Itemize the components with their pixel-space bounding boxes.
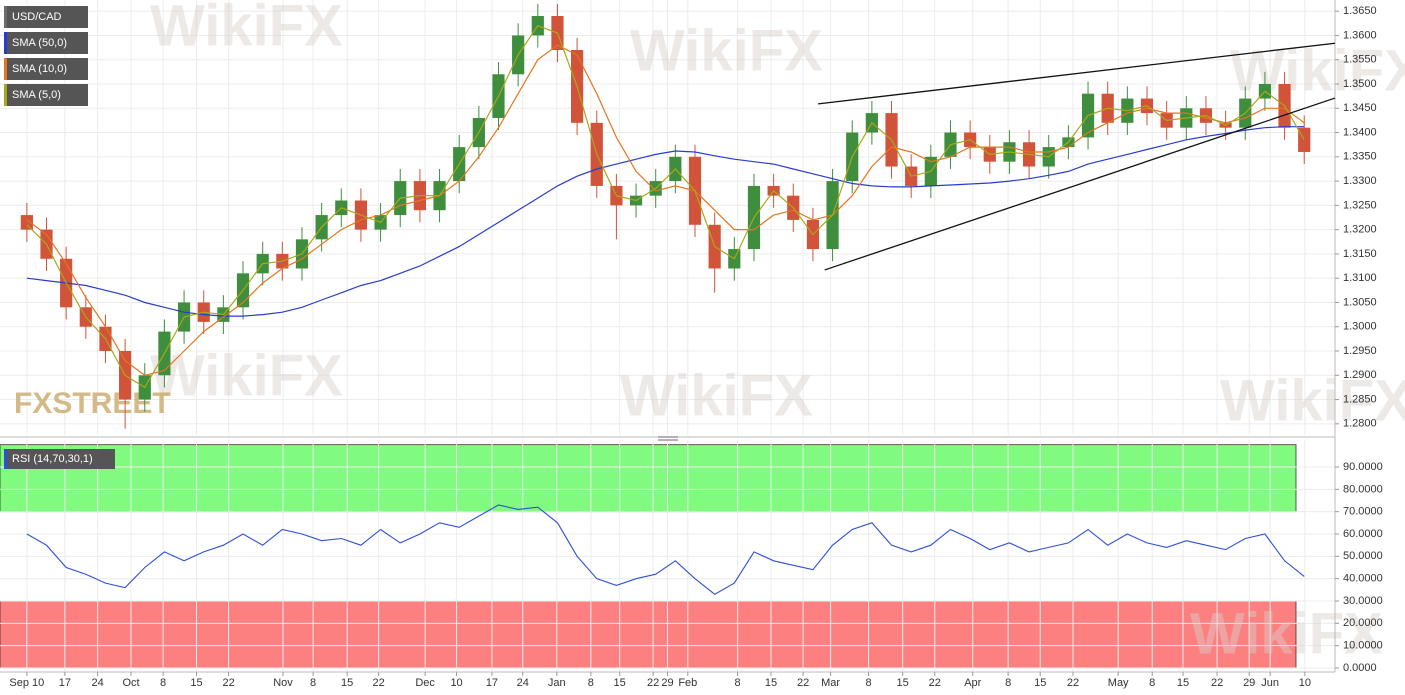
legend-label: USD/CAD (12, 11, 62, 23)
x-tick-label: May (1108, 677, 1129, 689)
legend-label: SMA (5,0) (12, 89, 61, 101)
x-tick-label: 15 (765, 677, 777, 689)
x-tick-label: 15 (614, 677, 626, 689)
x-tick-label: 8 (588, 677, 594, 689)
x-tick-label: 29 (661, 677, 673, 689)
x-tick-label: 22 (372, 677, 384, 689)
x-tick-label: 8 (866, 677, 872, 689)
legend-label: SMA (50,0) (12, 37, 67, 49)
y-tick-label: 60.0000 (1343, 528, 1383, 540)
x-tick-label: 8 (735, 677, 741, 689)
legend-label: RSI (14,70,30,1) (12, 453, 93, 465)
y-tick-label: 70.0000 (1343, 506, 1383, 518)
y-tick-label: 1.3050 (1343, 296, 1377, 308)
x-tick-label: 24 (91, 677, 103, 689)
x-tick-label: 8 (310, 677, 316, 689)
watermark: WikiFX (630, 18, 823, 83)
x-tick-label: 22 (1067, 677, 1079, 689)
y-tick-label: 1.3100 (1343, 272, 1377, 284)
x-tick-label: 8 (1149, 677, 1155, 689)
x-tick-label: 15 (1177, 677, 1189, 689)
legend-swatch (4, 449, 7, 469)
y-tick-label: 50.0000 (1343, 550, 1383, 562)
watermark: WikiFX (620, 363, 813, 428)
y-tick-label: 20.0000 (1343, 617, 1383, 629)
y-tick-label: 1.3550 (1343, 54, 1377, 66)
x-tick-label: Jun (1261, 677, 1279, 689)
legend-swatch (4, 32, 7, 54)
legend-swatch (4, 6, 7, 28)
x-tick-label: Apr (964, 677, 981, 689)
x-tick-label: 15 (1034, 677, 1046, 689)
x-tick-label: 8 (160, 677, 166, 689)
y-tick-label: 1.3300 (1343, 175, 1377, 187)
x-tick-label: 22 (1211, 677, 1223, 689)
watermark: WikiFX (1220, 368, 1405, 433)
y-tick-label: 1.3600 (1343, 29, 1377, 41)
x-tick-label: 22 (797, 677, 809, 689)
x-tick-label: Mar (821, 677, 840, 689)
y-tick-label: 1.3400 (1343, 126, 1377, 138)
x-tick-label: 10 (450, 677, 462, 689)
legend-swatch (4, 58, 7, 80)
y-tick-label: 1.3650 (1343, 5, 1377, 17)
x-tick-label: 15 (190, 677, 202, 689)
y-tick-label: 1.2800 (1343, 418, 1377, 430)
y-tick-label: 1.3150 (1343, 248, 1377, 260)
watermark: WikiFX (1230, 38, 1405, 103)
y-tick-label: 1.3350 (1343, 151, 1377, 163)
watermark: WikiFX (150, 343, 343, 408)
watermark: WikiFX (150, 0, 343, 58)
y-tick-label: 1.3200 (1343, 224, 1377, 236)
x-tick-label: Jan (548, 677, 566, 689)
x-tick-label: 8 (1005, 677, 1011, 689)
x-tick-label: 10 (1299, 677, 1311, 689)
legend-label: SMA (10,0) (12, 63, 67, 75)
legend-swatch (4, 84, 7, 106)
watermark: WikiFX (1190, 601, 1383, 666)
band (0, 445, 1296, 512)
x-tick-label: 22 (929, 677, 941, 689)
chart: WikiFX WikiFX WikiFX WikiFX WikiFX WikiF… (0, 0, 1405, 695)
x-tick-label: Feb (678, 677, 697, 689)
x-tick-label: 29 (1243, 677, 1255, 689)
x-tick-label: 15 (897, 677, 909, 689)
y-tick-label: 1.3250 (1343, 199, 1377, 211)
y-tick-label: 10.0000 (1343, 640, 1383, 652)
x-tick-label: Dec (415, 677, 435, 689)
x-tick-label: 17 (486, 677, 498, 689)
y-tick-label: 30.0000 (1343, 595, 1383, 607)
x-tick-label: 22 (222, 677, 234, 689)
y-tick-label: 80.0000 (1343, 483, 1383, 495)
x-tick-label: Nov (273, 677, 293, 689)
band (0, 601, 1296, 668)
y-tick-label: 1.2850 (1343, 393, 1377, 405)
x-tick-label: 15 (341, 677, 353, 689)
y-tick-label: 0.0000 (1343, 662, 1377, 674)
y-tick-label: 1.2900 (1343, 369, 1377, 381)
y-tick-label: 1.3500 (1343, 78, 1377, 90)
y-tick-label: 1.3000 (1343, 321, 1377, 333)
y-tick-label: 90.0000 (1343, 461, 1383, 473)
y-tick-label: 1.2950 (1343, 345, 1377, 357)
x-tick-label: 24 (517, 677, 529, 689)
x-tick-label: 17 (59, 677, 71, 689)
y-tick-label: 40.0000 (1343, 573, 1383, 585)
x-tick-label: Oct (122, 677, 139, 689)
x-tick-label: Sep 10 (9, 677, 44, 689)
x-tick-label: 22 (647, 677, 659, 689)
y-tick-label: 1.3450 (1343, 102, 1377, 114)
